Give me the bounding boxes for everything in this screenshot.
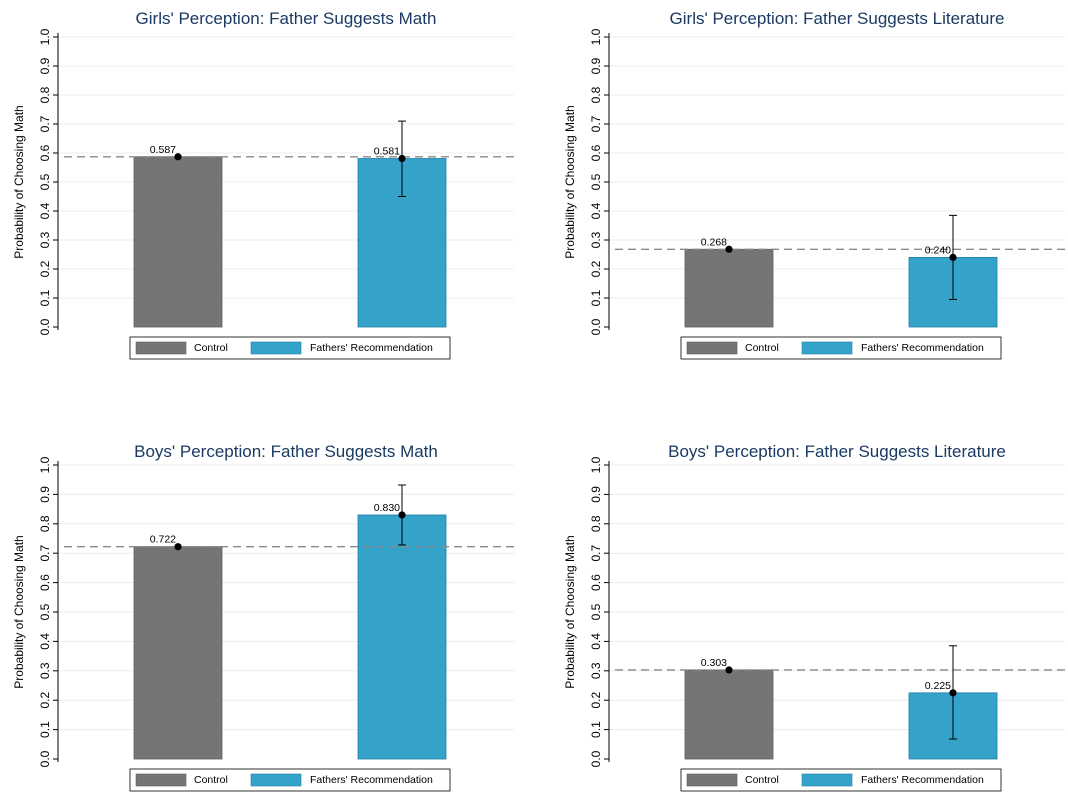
- y-tick-label: 0.9: [38, 486, 52, 503]
- y-tick-label: 0.6: [589, 574, 603, 591]
- legend-label-control: Control: [194, 774, 228, 786]
- y-axis-label: Probability of Choosing Math: [563, 535, 577, 688]
- point-marker: [174, 153, 182, 161]
- legend: Control Fathers' Recommendation: [680, 336, 1002, 360]
- value-label: 0.830: [374, 502, 400, 514]
- y-tick-label: 0.7: [589, 545, 603, 562]
- bar-control: [133, 156, 223, 328]
- chart-title: Boys' Perception: Father Suggests Litera…: [668, 442, 1006, 461]
- point-marker: [725, 666, 733, 674]
- legend-label-fathers-recommendation: Fathers' Recommendation: [310, 774, 433, 786]
- y-tick-label: 0.8: [589, 86, 603, 103]
- legend-swatch-control: [135, 773, 187, 787]
- y-tick-label: 0.4: [589, 202, 603, 219]
- chart-panel-3: Boys' Perception: Father Suggests Math 0.…: [12, 442, 514, 792]
- y-tick-label: 0.4: [589, 633, 603, 650]
- y-tick-label: 1.0: [589, 28, 603, 45]
- chart-panel-2: Girls' Perception: Father Suggests Liter…: [563, 9, 1065, 360]
- legend: Control Fathers' Recommendation: [129, 336, 451, 360]
- y-tick-label: 0.1: [38, 721, 52, 738]
- point-marker: [398, 154, 406, 163]
- legend-swatch-control: [686, 341, 738, 355]
- y-tick-label: 0.5: [589, 173, 603, 190]
- chart-panel-1: Girls' Perception: Father Suggests Math 0…: [12, 9, 514, 360]
- y-tick-label: 0.6: [589, 144, 603, 161]
- legend: Control Fathers' Recommendation: [680, 768, 1002, 792]
- y-tick-label: 0.3: [589, 662, 603, 679]
- y-tick-label: 1.0: [589, 456, 603, 473]
- value-label: 0.581: [374, 146, 400, 158]
- y-tick-label: 0.0: [589, 318, 603, 335]
- y-tick-label: 0.0: [38, 750, 52, 767]
- y-tick-label: 0.0: [38, 318, 52, 335]
- point-marker: [398, 511, 406, 519]
- chart-title: Boys' Perception: Father Suggests Math: [134, 442, 438, 461]
- y-tick-label: 0.3: [38, 662, 52, 679]
- legend-label-fathers-recommendation: Fathers' Recommendation: [861, 342, 984, 354]
- y-tick-label: 0.6: [38, 144, 52, 161]
- value-label: 0.722: [150, 534, 176, 546]
- point-marker: [949, 253, 957, 261]
- y-tick-label: 0.2: [38, 692, 52, 709]
- legend-label-fathers-recommendation: Fathers' Recommendation: [861, 774, 984, 786]
- y-tick-label: 0.0: [589, 750, 603, 767]
- legend: Control Fathers' Recommendation: [129, 768, 451, 792]
- legend-swatch-fathers-recommendation: [801, 773, 853, 787]
- y-tick-label: 0.3: [38, 231, 52, 248]
- point-marker: [174, 543, 182, 551]
- legend-swatch-control: [686, 773, 738, 787]
- y-tick-label: 0.7: [38, 115, 52, 132]
- y-tick-label: 1.0: [38, 456, 52, 473]
- value-label: 0.225: [925, 680, 951, 692]
- y-tick-label: 0.1: [589, 289, 603, 306]
- y-tick-label: 0.1: [589, 721, 603, 738]
- y-tick-label: 0.5: [38, 603, 52, 620]
- y-tick-label: 0.6: [38, 574, 52, 591]
- bar-control: [133, 546, 223, 760]
- y-tick-label: 0.2: [38, 260, 52, 277]
- y-tick-label: 0.7: [589, 115, 603, 132]
- y-tick-label: 0.5: [38, 173, 52, 190]
- legend-swatch-fathers-recommendation: [250, 341, 302, 355]
- y-tick-label: 0.8: [589, 515, 603, 532]
- y-tick-label: 0.2: [589, 260, 603, 277]
- legend-label-control: Control: [745, 774, 779, 786]
- y-tick-label: 0.2: [589, 692, 603, 709]
- legend-swatch-fathers-recommendation: [250, 773, 302, 787]
- y-axis-label: Probability of Choosing Math: [12, 105, 26, 258]
- y-tick-label: 0.5: [589, 603, 603, 620]
- legend-swatch-control: [135, 341, 187, 355]
- legend-label-control: Control: [194, 342, 228, 354]
- y-axis-label: Probability of Choosing Math: [563, 105, 577, 258]
- y-tick-label: 0.4: [38, 202, 52, 219]
- legend-label-fathers-recommendation: Fathers' Recommendation: [310, 342, 433, 354]
- y-tick-label: 1.0: [38, 28, 52, 45]
- bar-fathers-recommendation: [357, 514, 447, 760]
- y-tick-label: 0.1: [38, 289, 52, 306]
- point-marker: [725, 245, 733, 253]
- y-tick-label: 0.4: [38, 633, 52, 650]
- bar-control: [684, 669, 774, 760]
- value-label: 0.240: [925, 244, 951, 256]
- y-axis-label: Probability of Choosing Math: [12, 535, 26, 688]
- y-tick-label: 0.8: [38, 515, 52, 532]
- y-tick-label: 0.8: [38, 86, 52, 103]
- bar-control: [684, 248, 774, 328]
- legend-label-control: Control: [745, 342, 779, 354]
- y-tick-label: 0.7: [38, 545, 52, 562]
- chart-title: Girls' Perception: Father Suggests Liter…: [670, 9, 1005, 28]
- value-label: 0.587: [150, 144, 176, 156]
- y-tick-label: 0.9: [589, 486, 603, 503]
- chart-panel-4: Boys' Perception: Father Suggests Litera…: [563, 442, 1065, 792]
- value-label: 0.268: [701, 236, 727, 248]
- value-label: 0.303: [701, 657, 727, 669]
- y-tick-label: 0.3: [589, 231, 603, 248]
- point-marker: [949, 689, 957, 697]
- y-tick-label: 0.9: [589, 57, 603, 74]
- legend-swatch-fathers-recommendation: [801, 341, 853, 355]
- chart-title: Girls' Perception: Father Suggests Math: [136, 9, 437, 28]
- y-tick-label: 0.9: [38, 57, 52, 74]
